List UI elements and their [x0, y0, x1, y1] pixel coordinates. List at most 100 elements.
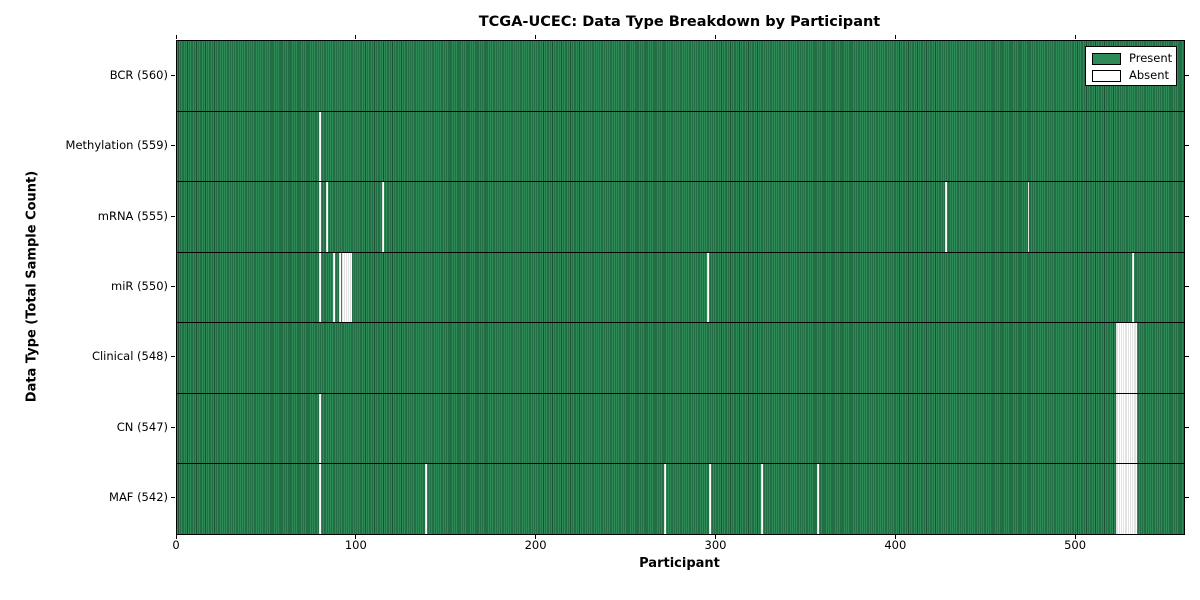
absent-swatch-icon: [1092, 69, 1121, 82]
y-tick-label-mrna: mRNA (555): [97, 208, 168, 223]
absent-stripe: [1130, 322, 1132, 394]
row-separator: [177, 181, 1184, 183]
y-tick-mark-left: [170, 286, 175, 287]
row-separator: [177, 463, 1184, 465]
absent-stripe: [944, 181, 947, 253]
absent-stripe: [709, 463, 712, 534]
absent-stripe: [319, 181, 321, 253]
absent-stripe: [1133, 393, 1136, 464]
absent-stripe: [1135, 393, 1138, 464]
absent-stripe: [1124, 322, 1127, 394]
y-tick-mark-left: [170, 145, 175, 147]
x-tick-label-400: 400: [884, 538, 907, 552]
absent-stripe: [1126, 463, 1129, 534]
y-tick-mark-left: [170, 497, 175, 499]
x-tick-mark-top: [175, 34, 177, 39]
absent-stripe: [664, 463, 667, 534]
absent-stripe: [1119, 463, 1122, 534]
absent-stripe: [319, 463, 321, 534]
absent-stripe: [1128, 393, 1131, 464]
absent-stripe: [333, 252, 336, 323]
row-clinical: [177, 322, 1184, 394]
absent-stripe: [1135, 322, 1138, 394]
absent-stripe: [1124, 463, 1127, 534]
absent-stripe: [1131, 322, 1134, 394]
chart-title: TCGA-UCEC: Data Type Breakdown by Partic…: [478, 14, 881, 30]
x-tick-mark-bottom: [175, 534, 177, 539]
absent-stripe: [1122, 463, 1125, 534]
absent-stripe: [1131, 252, 1134, 323]
absent-stripe: [1130, 463, 1132, 534]
x-tick-label-500: 500: [1064, 538, 1087, 552]
legend-label-present: Present: [1129, 51, 1173, 65]
y-tick-mark-left: [170, 426, 175, 428]
absent-stripe: [1121, 322, 1123, 394]
absent-stripe: [1135, 463, 1138, 534]
y-tick-mark-right: [1184, 145, 1189, 147]
absent-stripe: [1117, 393, 1120, 464]
y-tick-label-clinical: Clinical (548): [91, 349, 168, 364]
absent-stripe: [319, 393, 321, 464]
x-tick-label-300: 300: [704, 538, 727, 552]
x-tick-label-200: 200: [524, 538, 547, 552]
absent-stripe: [1128, 463, 1131, 534]
absent-stripe: [344, 252, 347, 323]
absent-stripe: [1133, 463, 1136, 534]
absent-stripe: [338, 252, 341, 323]
absent-stripe: [1027, 181, 1030, 253]
legend-label-absent: Absent: [1129, 68, 1170, 82]
absent-stripe: [1121, 463, 1123, 534]
x-axis-label: Participant: [639, 556, 720, 571]
absent-stripe: [761, 463, 764, 534]
absent-stripe: [342, 252, 345, 323]
y-tick-mark-right: [1184, 286, 1189, 287]
y-tick-label-cn: CN (547): [116, 419, 168, 434]
x-tick-mark-bottom: [1074, 534, 1076, 539]
row-separator: [177, 251, 1184, 253]
x-tick-mark-top: [894, 34, 896, 39]
x-tick-mark-bottom: [535, 534, 537, 539]
y-tick-label-mir: miR (550): [111, 279, 168, 293]
y-tick-label-maf: MAF (542): [109, 490, 168, 505]
absent-stripe: [1115, 463, 1118, 534]
absent-stripe: [319, 111, 321, 182]
y-tick-mark-left: [170, 215, 175, 217]
row-cn: [177, 393, 1184, 464]
absent-stripe: [1124, 393, 1127, 464]
y-tick-mark-right: [1184, 497, 1189, 499]
absent-stripe: [347, 252, 350, 323]
row-separator: [177, 322, 1184, 324]
absent-stripe: [1117, 463, 1120, 534]
x-tick-mark-top: [1074, 34, 1076, 39]
absent-stripe: [817, 463, 820, 534]
y-tick-mark-right: [1184, 426, 1189, 428]
plot-area: [176, 40, 1185, 535]
absent-stripe: [1119, 393, 1122, 464]
y-tick-label-methylation: Methylation (559): [65, 138, 168, 153]
absent-stripe: [1126, 393, 1129, 464]
row-separator: [177, 392, 1184, 394]
absent-stripe: [382, 181, 384, 253]
row-separator: [177, 110, 1184, 112]
y-tick-mark-right: [1184, 356, 1189, 358]
absent-stripe: [1119, 322, 1122, 394]
absent-stripe: [1115, 322, 1118, 394]
row-mrna: [177, 181, 1184, 253]
absent-stripe: [319, 252, 321, 323]
legend-entry-absent: Absent: [1092, 69, 1169, 82]
y-tick-label-bcr: BCR (560): [109, 67, 168, 82]
x-tick-mark-top: [535, 34, 537, 39]
x-tick-mark-bottom: [715, 534, 716, 539]
row-methylation: [177, 111, 1184, 182]
absent-stripe: [346, 252, 348, 323]
x-tick-label-100: 100: [344, 538, 367, 552]
absent-stripe: [1117, 322, 1120, 394]
y-tick-mark-left: [170, 356, 175, 358]
absent-stripe: [1122, 393, 1125, 464]
absent-stripe: [1115, 393, 1118, 464]
absent-stripe: [1131, 463, 1134, 534]
x-tick-label-0: 0: [172, 538, 180, 552]
legend: Present Absent: [1085, 46, 1177, 86]
absent-stripe: [1128, 322, 1131, 394]
